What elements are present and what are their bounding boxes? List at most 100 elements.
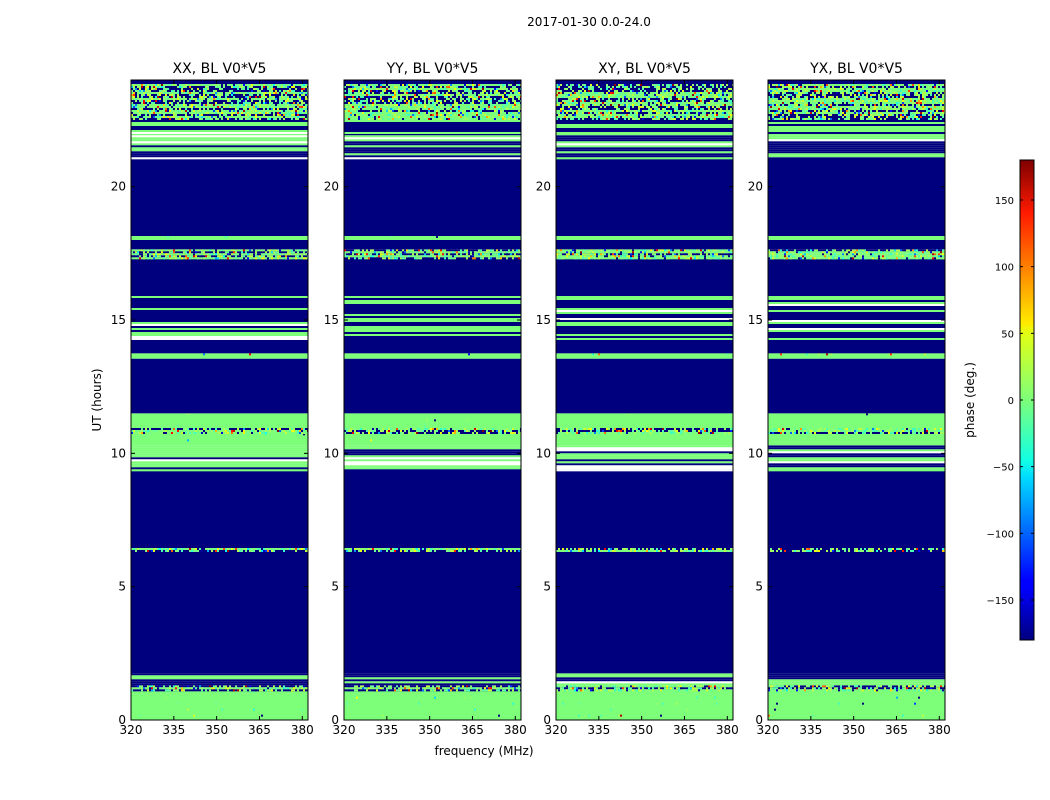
x-tick-label: 350 [842,723,865,737]
heatmap-band-12 [344,338,521,354]
colorbar-label: phase (deg.) [963,362,977,438]
heatmap-band-6 [556,445,733,472]
colorbar-tick-label: 50 [1001,329,1014,340]
x-tick-label: 380 [504,723,527,737]
x-tick-label: 350 [418,723,441,737]
x-tick-label: 365 [248,723,271,737]
heatmap-band-10 [344,358,521,414]
x-tick-label: 350 [630,723,653,737]
heatmap-band-4 [344,548,521,552]
x-axis-label: frequency (MHz) [434,744,533,758]
heatmap-image [768,80,945,720]
heatmap-band-6 [768,445,945,472]
heatmap-band-12 [768,338,945,354]
x-tick-label: 320 [757,723,780,737]
x-tick-label: 335 [587,723,610,737]
x-tick-label: 365 [673,723,696,737]
heatmap-band-14 [556,258,733,296]
heatmap-band-18 [768,158,945,236]
y-tick-label: 5 [755,580,763,594]
heatmap-band-7 [344,433,521,446]
heatmap-band-20 [556,120,733,134]
x-tick-label: 320 [545,723,568,737]
x-tick-label: 365 [461,723,484,737]
heatmap-band-3 [131,552,308,674]
heatmap-band-7 [768,433,945,446]
x-tick-label: 365 [885,723,908,737]
heatmap-image [344,80,521,720]
heatmap-band-15 [344,249,521,260]
y-tick-label: 0 [118,713,126,727]
heatmap-band-12 [131,338,308,354]
colorbar-tick-label: −100 [987,529,1014,540]
heatmap-band-0 [344,690,521,720]
heatmap-band-4 [131,548,308,552]
heatmap-band-2 [344,673,521,686]
heatmap-band-16 [556,240,733,250]
heatmap-band-3 [344,552,521,674]
heatmap-band-2 [131,673,308,686]
panel-title: YY, BL V0*V5 [386,61,479,77]
heatmap-band-4 [556,548,733,552]
panel-frame [343,79,522,721]
heatmap-band-13 [556,296,733,340]
heatmap-band-11 [344,353,521,359]
heatmap-band-18 [556,158,733,236]
y-tick-label: 5 [543,580,551,594]
heatmap-band-19 [556,133,733,160]
panel-title: XX, BL V0*V5 [173,61,267,77]
y-tick-label: 15 [111,313,126,327]
heatmap-band-21 [344,84,521,120]
heatmap-band-19 [344,133,521,160]
heatmap-band-11 [556,353,733,359]
heatmap-band-9 [344,413,521,428]
heatmap-band-0 [131,690,308,720]
heatmap-band-4 [768,548,945,552]
heatmap-band-2 [556,673,733,686]
y-tick-label: 0 [331,713,339,727]
y-axis-label: UT (hours) [90,368,104,431]
heatmap-band-10 [131,358,308,414]
heatmap-band-22 [344,80,521,84]
y-tick-label: 20 [748,180,763,194]
panel-2: XY, BL V0*V5 0 5 10 15 20 320 335 350 365 380 [536,61,739,737]
heatmap-band-14 [344,258,521,296]
heatmap-image [556,80,733,720]
heatmap-band-12 [556,338,733,354]
heatmap-band-18 [131,158,308,236]
x-tick-label: 320 [333,723,356,737]
heatmap-band-13 [131,296,308,340]
heatmap-band-15 [131,249,308,260]
heatmap-band-10 [556,358,733,414]
x-tick-label: 335 [162,723,185,737]
heatmap-band-11 [768,353,945,359]
heatmap-band-17 [131,236,308,240]
panel-1: YY, BL V0*V5 0 5 10 15 20 320 335 350 365 380 [324,61,527,737]
heatmap-band-8 [344,428,521,434]
colorbar-tick-label: −150 [987,596,1014,607]
heatmap-band-0 [768,690,945,720]
panel-3: YX, BL V0*V5 0 5 10 15 20 320 335 350 365 380 [748,61,951,737]
y-tick-label: 10 [536,446,551,460]
panel-title: YX, BL V0*V5 [809,61,903,77]
y-tick-label: 10 [324,446,339,460]
heatmap-band-1 [768,685,945,692]
heatmap-band-10 [768,358,945,414]
heatmap-band-1 [556,685,733,692]
heatmap-band-21 [768,84,945,120]
heatmap-band-20 [768,120,945,134]
panel-title: XY, BL V0*V5 [598,61,691,77]
y-tick-label: 15 [748,313,763,327]
y-tick-label: 15 [324,313,339,327]
heatmap-band-15 [556,249,733,260]
heatmap-band-8 [768,428,945,434]
heatmap-band-3 [768,552,945,674]
heatmap-band-8 [556,428,733,434]
heatmap-band-11 [131,353,308,359]
y-tick-label: 5 [331,580,339,594]
heatmap-band-8 [131,428,308,434]
heatmap-image [131,80,308,720]
y-tick-label: 0 [543,713,551,727]
x-tick-label: 380 [291,723,314,737]
